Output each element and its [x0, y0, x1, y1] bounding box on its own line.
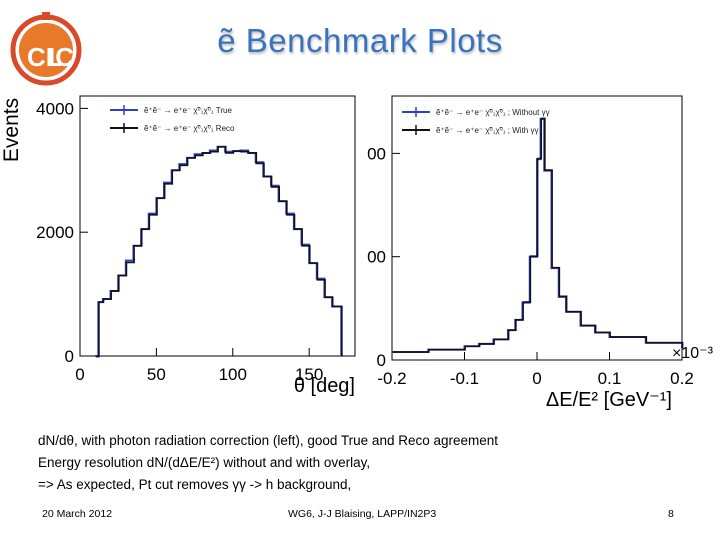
- y-tick-label: 00: [367, 248, 386, 267]
- series-line-true: [95, 145, 343, 357]
- caption-line-3: => As expected, Pt cut removes γγ -> h b…: [38, 477, 352, 492]
- clic-logo: CL IC: [6, 8, 88, 91]
- x-tick-label: 150: [295, 365, 323, 384]
- x-tick-label: 0: [75, 365, 84, 384]
- plot-frame: [79, 95, 356, 357]
- slide-title: ẽ Benchmark Plots: [217, 22, 503, 59]
- legend-entry: ẽ⁺ẽ⁻ → e⁺e⁻ χ̃⁰₁χ̃⁰₁ ; With γγ: [436, 126, 538, 135]
- caption-line-1: dN/dθ, with photon radiation correction …: [38, 433, 499, 448]
- legend-entry: ẽ⁺ẽ⁻ → e⁺e⁻ χ̃⁰₁χ̃⁰₁ True: [144, 106, 232, 115]
- x-tick-label: 50: [147, 365, 166, 384]
- series-line-with-: [392, 117, 684, 353]
- logo-text-left: CL: [27, 42, 62, 72]
- logo-dot: [42, 12, 50, 20]
- x-tick-label: -0.2: [377, 369, 406, 388]
- y-tick-label: 0: [377, 351, 386, 370]
- x-multiplier-label: ×10⁻³: [672, 345, 714, 362]
- logo-disc: [19, 23, 73, 77]
- legend-entry: ẽ⁺ẽ⁻ → e⁺e⁻ χ̃⁰₁χ̃⁰₁ Reco: [144, 124, 235, 133]
- legend-entry: ẽ⁺ẽ⁻ → e⁺e⁻ χ̃⁰₁χ̃⁰₁ ; Without γγ: [436, 108, 550, 117]
- y-axis-label: Events: [0, 98, 23, 162]
- x-tick-label: 100: [219, 365, 247, 384]
- x-axis-label: θ [deg]: [294, 375, 355, 397]
- y-tick-label: 00: [367, 144, 386, 163]
- x-tick-label: 0: [532, 369, 541, 388]
- footer-date: 20 March 2012: [42, 508, 113, 520]
- slide-caption: dN/dθ, with photon radiation correction …: [38, 430, 498, 496]
- y-tick-label: 2000: [36, 223, 74, 242]
- x-axis-label: ΔE/E² [GeV⁻¹]: [546, 389, 672, 411]
- theta-distribution-chart: 0 50 100 150 0 2000 4000 ẽ⁺ẽ⁻ → e⁺e⁻ χ̃⁰₁χ̃⁰₁ T…: [0, 95, 356, 397]
- footer-center: WG6, J-J Blaising, LAPP/IN2P3: [288, 508, 437, 520]
- footer-page: 8: [668, 508, 674, 520]
- series-line-reco: [95, 145, 343, 358]
- x-tick-label: -0.1: [450, 369, 479, 388]
- x-tick-label: 0.1: [598, 369, 622, 388]
- y-tick-label: 4000: [36, 99, 74, 118]
- y-tick-label: 0: [65, 347, 74, 366]
- caption-line-2: Energy resolution dN/(dΔE/E²) without an…: [38, 455, 371, 470]
- x-tick-label: 0.2: [670, 369, 694, 388]
- logo-text-right: IC: [48, 42, 74, 72]
